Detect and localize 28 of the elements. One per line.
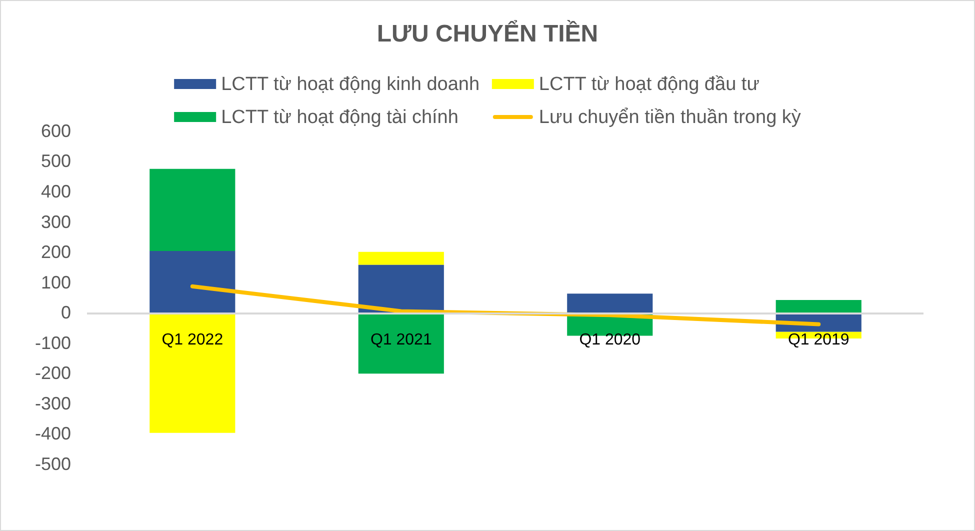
legend-label: Lưu chuyển tiền thuần trong kỳ (538, 107, 802, 128)
bar (776, 300, 862, 314)
x-tick-label: Q1 2020 (579, 332, 641, 349)
bar (150, 250, 236, 314)
y-tick-label: 100 (40, 272, 72, 292)
y-tick-label: 200 (40, 242, 72, 262)
y-tick-label: 0 (61, 302, 72, 323)
legend-label: LCTT từ hoạt động kinh doanh (221, 74, 480, 96)
bar (567, 294, 653, 314)
y-tick-label: 500 (40, 151, 72, 172)
chart-title: LƯU CHUYỂN TIỀN (376, 20, 598, 48)
legend-label: LCTT từ hoạt động tài chính (221, 107, 458, 128)
legend-label: LCTT từ hoạt động đầu tư (538, 74, 760, 96)
bar (358, 252, 444, 265)
y-tick-label: -100 (34, 332, 72, 353)
bar (358, 314, 444, 374)
x-tick-label: Q1 2022 (162, 332, 224, 349)
x-tick-label: Q1 2021 (370, 332, 432, 349)
y-tick-label: -300 (34, 393, 72, 414)
bar (358, 264, 444, 314)
bar (150, 314, 236, 433)
y-tick-label: 600 (40, 120, 72, 141)
y-tick-label: -200 (34, 363, 72, 384)
y-tick-label: -500 (34, 454, 72, 474)
y-tick-label: 400 (40, 182, 72, 202)
bar (150, 168, 236, 251)
y-tick-label: 300 (40, 212, 72, 232)
y-tick-label: -400 (34, 424, 72, 444)
